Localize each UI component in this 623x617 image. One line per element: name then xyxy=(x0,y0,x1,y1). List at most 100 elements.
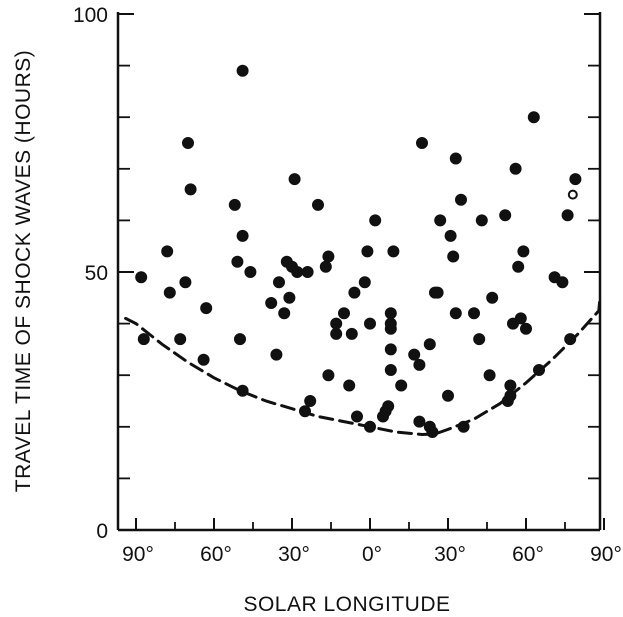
ticks-layer: 90° 60° 30° 0° 30° 60° 90° 0 50 100 xyxy=(73,4,622,566)
data-point xyxy=(348,286,361,299)
data-point xyxy=(244,266,257,278)
data-point xyxy=(135,271,148,284)
data-point xyxy=(278,307,291,320)
data-point xyxy=(468,307,480,320)
boundary-dashed-curve xyxy=(124,296,602,437)
x-tick-label: 90° xyxy=(590,543,622,566)
x-axis-title: SOLAR LONGITUDE xyxy=(243,593,450,616)
data-point xyxy=(283,291,296,304)
x-tick-label: 30° xyxy=(278,543,310,566)
data-point xyxy=(449,152,462,165)
data-point xyxy=(527,111,540,124)
data-point xyxy=(564,333,577,346)
data-point xyxy=(234,333,246,346)
data-point-open xyxy=(567,189,578,200)
x-tick-label: 90° xyxy=(122,543,154,566)
data-point xyxy=(431,286,444,299)
data-point xyxy=(161,245,174,258)
data-point xyxy=(442,389,454,402)
data-point xyxy=(384,343,397,356)
data-point xyxy=(533,364,545,376)
data-point xyxy=(265,297,278,309)
data-point xyxy=(351,410,363,423)
data-point xyxy=(408,348,421,361)
data-point xyxy=(301,266,314,278)
data-point xyxy=(569,173,582,186)
plot-frame xyxy=(116,12,602,532)
data-point xyxy=(236,384,249,397)
data-point xyxy=(231,255,244,268)
data-point xyxy=(236,229,249,242)
x-tick-label: 0° xyxy=(362,543,382,566)
data-point xyxy=(413,358,426,371)
x-tick-label: 30° xyxy=(434,543,466,566)
data-point xyxy=(486,291,499,304)
data-point xyxy=(228,198,241,211)
y-tick-label: 0 xyxy=(96,520,108,543)
data-point xyxy=(457,420,470,433)
data-point xyxy=(182,137,194,149)
data-point xyxy=(475,214,488,227)
data-point xyxy=(358,276,371,289)
data-points-layer xyxy=(135,64,582,438)
data-point xyxy=(416,137,428,149)
data-point xyxy=(483,369,496,382)
data-point xyxy=(364,420,376,433)
data-point xyxy=(455,193,467,206)
data-point xyxy=(361,245,374,258)
data-point xyxy=(395,379,408,392)
data-point xyxy=(137,333,150,346)
data-point xyxy=(330,317,343,330)
data-point xyxy=(322,250,335,263)
data-point xyxy=(322,369,335,382)
data-point xyxy=(319,260,332,273)
data-point xyxy=(512,260,525,273)
data-point xyxy=(174,333,187,346)
data-point xyxy=(179,276,192,289)
data-point xyxy=(561,209,574,222)
boundary-curve-layer xyxy=(124,296,602,437)
data-point xyxy=(343,379,356,392)
data-point xyxy=(447,250,460,263)
data-point xyxy=(426,426,439,438)
data-point xyxy=(184,183,197,196)
data-point xyxy=(444,229,457,242)
data-point xyxy=(163,286,176,299)
data-point xyxy=(520,322,532,335)
data-point xyxy=(504,389,517,402)
data-point xyxy=(384,307,397,320)
data-point xyxy=(369,214,382,227)
x-tick-label: 60° xyxy=(200,543,232,566)
data-point xyxy=(509,162,522,175)
data-point xyxy=(338,307,350,320)
data-point xyxy=(514,312,527,325)
y-axis-title: TRAVEL TIME OF SHOCK WAVES (HOURS) xyxy=(12,50,35,493)
data-point xyxy=(499,209,512,222)
y-tick-label: 50 xyxy=(85,262,108,285)
data-point xyxy=(288,173,301,186)
data-point xyxy=(304,395,317,407)
data-point xyxy=(200,302,213,315)
y-tick-label: 100 xyxy=(73,4,108,27)
data-point xyxy=(517,245,530,258)
data-point xyxy=(473,333,486,346)
data-point xyxy=(384,364,397,376)
data-point xyxy=(423,338,436,351)
data-point xyxy=(330,327,343,340)
data-point xyxy=(434,214,447,227)
data-point xyxy=(449,307,462,320)
data-point xyxy=(384,317,397,330)
data-point xyxy=(291,266,304,278)
data-point xyxy=(382,400,395,413)
data-point xyxy=(556,276,569,289)
data-point xyxy=(364,317,376,330)
data-point xyxy=(312,198,324,211)
data-point xyxy=(387,245,400,258)
x-tick-label: 60° xyxy=(512,543,544,566)
data-point xyxy=(299,405,311,418)
data-point xyxy=(270,348,283,361)
data-point xyxy=(504,379,517,392)
data-point xyxy=(236,64,249,77)
data-point xyxy=(413,415,426,428)
